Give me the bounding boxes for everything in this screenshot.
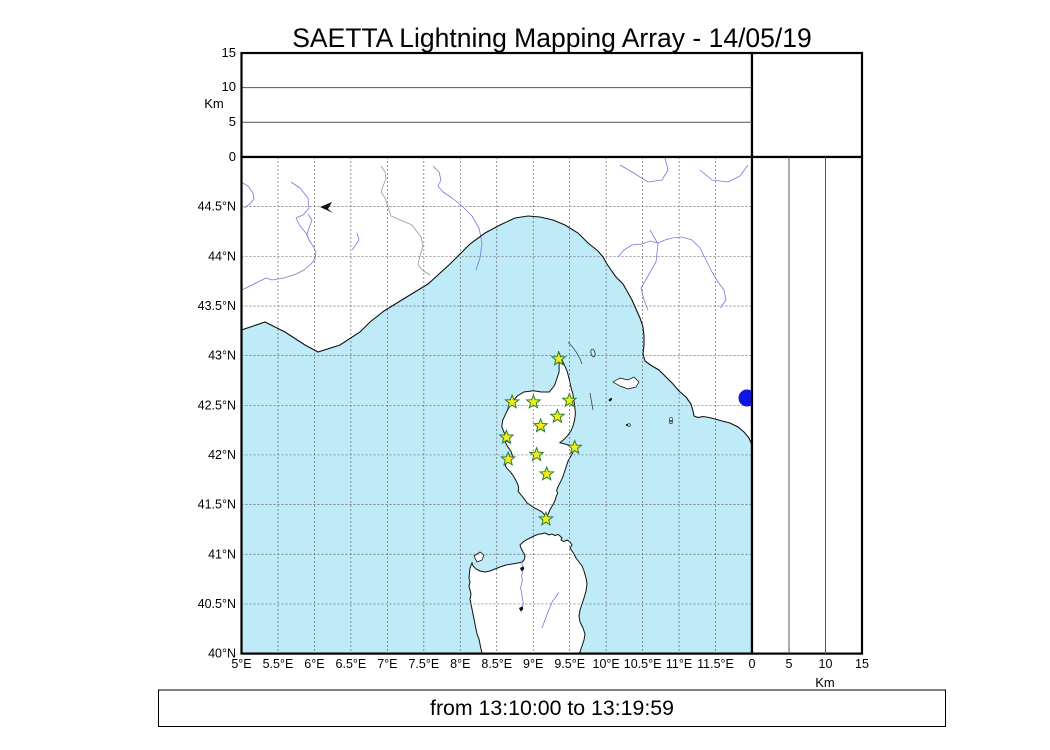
svg-text:from 13:10:00 to 13:19:59: from 13:10:00 to 13:19:59 (430, 696, 674, 720)
